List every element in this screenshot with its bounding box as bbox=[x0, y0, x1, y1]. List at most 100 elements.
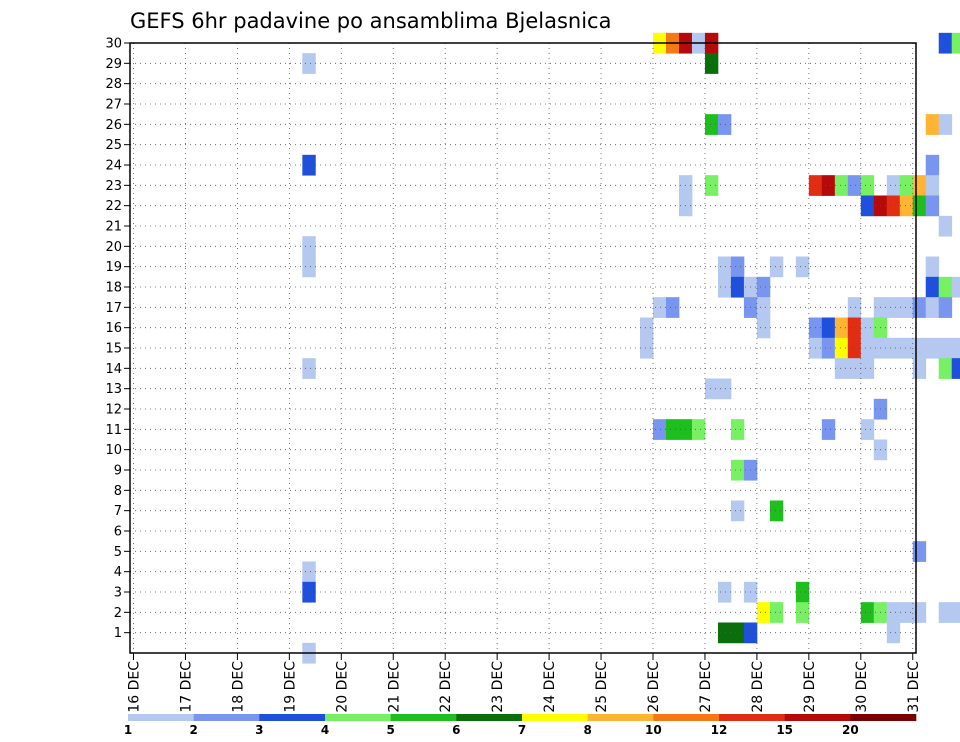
heatmap-cell bbox=[704, 53, 719, 74]
heatmap-cell bbox=[756, 297, 771, 318]
y-tick-label: 22 bbox=[105, 199, 122, 214]
heatmap-cell bbox=[821, 317, 836, 339]
heatmap-cell bbox=[640, 337, 654, 359]
legend: 1 2 3 4 5 6 7 8 10 12 15 20 bbox=[124, 714, 917, 737]
heatmap-cell bbox=[730, 459, 745, 481]
heatmap-cell bbox=[886, 602, 901, 623]
heatmap-cell bbox=[795, 602, 810, 623]
heatmap-cell bbox=[756, 317, 771, 339]
y-tick-label: 19 bbox=[105, 260, 122, 275]
heatmap-cell bbox=[302, 581, 316, 603]
legend-swatch bbox=[784, 714, 851, 721]
heatmap-cell bbox=[847, 175, 862, 196]
grid-lines bbox=[130, 42, 916, 653]
heatmap-cell bbox=[886, 337, 901, 359]
heatmap-cell bbox=[730, 500, 745, 522]
legend-label: 2 bbox=[189, 723, 197, 737]
heatmap-cell bbox=[730, 419, 745, 440]
x-tick-label: 28 DEC bbox=[750, 661, 766, 713]
plot-frame bbox=[129, 42, 917, 654]
heatmap-cell bbox=[925, 195, 940, 217]
x-tick-label: 26 DEC bbox=[646, 661, 662, 713]
heatmap-cell bbox=[899, 175, 914, 196]
heatmap-cell bbox=[730, 622, 745, 644]
heatmap-cell bbox=[717, 622, 732, 644]
heatmap-cell bbox=[886, 175, 901, 196]
legend-swatch bbox=[259, 714, 326, 721]
heatmap-cell bbox=[951, 602, 960, 623]
heatmap-cell bbox=[847, 358, 862, 379]
heatmap-cell bbox=[925, 276, 940, 298]
legend-swatch bbox=[456, 714, 523, 721]
heatmap-cell bbox=[665, 297, 680, 318]
heatmap-cell bbox=[912, 358, 927, 379]
heatmap-cell bbox=[912, 602, 927, 623]
y-tick-label: 24 bbox=[105, 159, 122, 174]
heatmap-cell bbox=[821, 175, 836, 196]
x-tick-label: 24 DEC bbox=[542, 661, 558, 713]
y-tick-label: 16 bbox=[105, 321, 122, 336]
legend-swatch bbox=[522, 714, 588, 721]
heatmap-cell bbox=[730, 276, 745, 298]
heatmap-cell bbox=[717, 378, 732, 400]
legend-label: 15 bbox=[776, 723, 793, 737]
heatmap-cell bbox=[938, 114, 953, 135]
heatmap-cell bbox=[951, 276, 960, 298]
y-tick-label: 5 bbox=[114, 545, 122, 560]
heatmap-cell bbox=[691, 419, 706, 440]
heatmap-cell bbox=[834, 358, 849, 379]
y-tick-label: 23 bbox=[105, 179, 122, 194]
x-axis: 16 DEC 17 DEC 18 DEC 19 DEC 20 DEC 21 DEC 22 D… bbox=[127, 653, 922, 713]
heatmap-cell bbox=[860, 317, 875, 339]
legend-swatch bbox=[390, 714, 457, 721]
heatmap-cell bbox=[951, 337, 960, 359]
heatmap-cell bbox=[860, 602, 875, 623]
heatmap-cell bbox=[951, 358, 960, 379]
heatmap-cell bbox=[769, 602, 784, 623]
heatmap-cell bbox=[938, 32, 953, 54]
heatmap-cell bbox=[834, 337, 849, 359]
heatmap-cell bbox=[769, 500, 784, 522]
x-tick-label: 19 DEC bbox=[282, 661, 298, 713]
y-tick-label: 2 bbox=[114, 606, 122, 621]
heatmap-cell bbox=[717, 276, 732, 298]
heatmap-cell bbox=[302, 53, 316, 74]
heatmap-cell bbox=[912, 175, 927, 196]
heatmap-cell bbox=[704, 114, 719, 135]
heatmap-cell bbox=[899, 337, 914, 359]
heatmap-cell bbox=[704, 378, 719, 400]
y-tick-label: 20 bbox=[105, 240, 122, 255]
x-tick-label: 25 DEC bbox=[594, 661, 610, 713]
heatmap-cell bbox=[886, 195, 901, 217]
heatmap-cell bbox=[938, 337, 953, 359]
heatmap-cell bbox=[717, 256, 732, 278]
heatmap-cell bbox=[860, 337, 875, 359]
y-tick-label: 7 bbox=[114, 504, 122, 519]
heatmap-cell bbox=[912, 195, 927, 217]
heatmap-cell bbox=[756, 276, 771, 298]
heatmap-cell bbox=[938, 215, 953, 237]
heatmap-cell bbox=[860, 358, 875, 379]
legend-swatch bbox=[719, 714, 785, 721]
y-tick-label: 6 bbox=[114, 525, 122, 540]
legend-label: 4 bbox=[321, 723, 329, 737]
heatmap-cell bbox=[912, 297, 927, 318]
heatmap-cell bbox=[653, 419, 667, 440]
legend-label: 5 bbox=[386, 723, 394, 737]
heatmap-cell bbox=[704, 175, 719, 196]
heatmap-cell bbox=[925, 256, 940, 278]
y-tick-label: 15 bbox=[105, 342, 122, 357]
x-tick-label: 30 DEC bbox=[854, 661, 870, 713]
y-tick-label: 28 bbox=[105, 77, 122, 92]
y-tick-label: 9 bbox=[114, 464, 122, 479]
heatmap-cell bbox=[302, 358, 316, 379]
y-tick-label: 8 bbox=[114, 484, 122, 499]
heatmap-cell bbox=[847, 297, 862, 318]
x-tick-label: 31 DEC bbox=[906, 661, 922, 713]
legend-swatch bbox=[325, 714, 391, 721]
heatmap-cell bbox=[938, 297, 953, 318]
y-tick-label: 21 bbox=[105, 220, 122, 235]
y-tick-label: 1 bbox=[114, 626, 122, 641]
heatmap-cell bbox=[899, 297, 914, 318]
